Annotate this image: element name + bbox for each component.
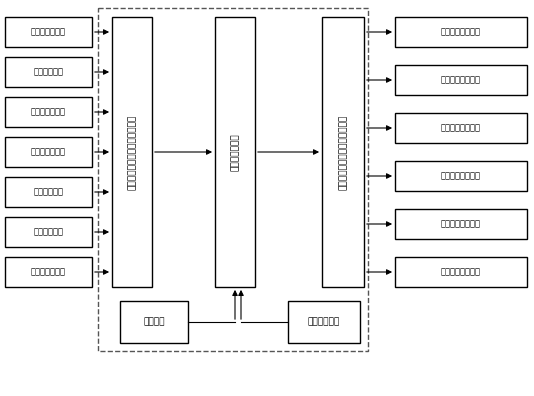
Text: 纵封抛笼信号输出: 纵封抛笼信号输出 [441,27,481,36]
Bar [5,257,92,287]
Text: 输入数字信号调理隔离电路接口: 输入数字信号调理隔离电路接口 [128,114,137,190]
Bar [215,17,255,287]
Text: 系统设置信号: 系统设置信号 [34,187,64,196]
Bar [395,113,527,143]
Bar [5,137,92,167]
Bar [395,257,527,287]
Text: 无纸报警传感器: 无纸报警传感器 [31,268,66,276]
Bar [395,17,527,47]
Bar [5,17,92,47]
Bar [120,301,188,343]
Text: 横封位置传感器: 横封位置传感器 [31,27,66,36]
Text: 故障报警信号输出: 故障报警信号输出 [441,268,481,276]
Text: 下料点动传感器: 下料点动传感器 [31,147,66,156]
Bar [395,209,527,239]
Text: 按键管理: 按键管理 [143,318,165,326]
Bar [112,17,152,287]
Bar [5,177,92,207]
Text: 系统启动指示输出: 系统启动指示输出 [441,219,481,228]
Text: 系统停止信号: 系统停止信号 [34,227,64,236]
Text: 嵌入式微处理器: 嵌入式微处理器 [231,133,240,171]
Text: 切刀控制信号输出: 切刀控制信号输出 [441,171,481,181]
Bar [5,97,92,127]
Bar [288,301,360,343]
Text: 下料充填信号输出: 下料充填信号输出 [441,124,481,133]
Text: 横封旋转信号输出: 横封旋转信号输出 [441,76,481,84]
Bar [322,17,364,287]
Bar [5,57,92,87]
Bar [5,217,92,247]
Bar [98,8,368,351]
Text: 系统启动信号: 系统启动信号 [34,67,64,76]
Bar [395,65,527,95]
Text: 光电跟标传感器: 光电跟标传感器 [31,107,66,116]
Text: 系统状态显示: 系统状态显示 [308,318,340,326]
Bar [395,161,527,191]
Text: 信号输出接口调理功率驱动电路: 信号输出接口调理功率驱动电路 [339,114,348,190]
